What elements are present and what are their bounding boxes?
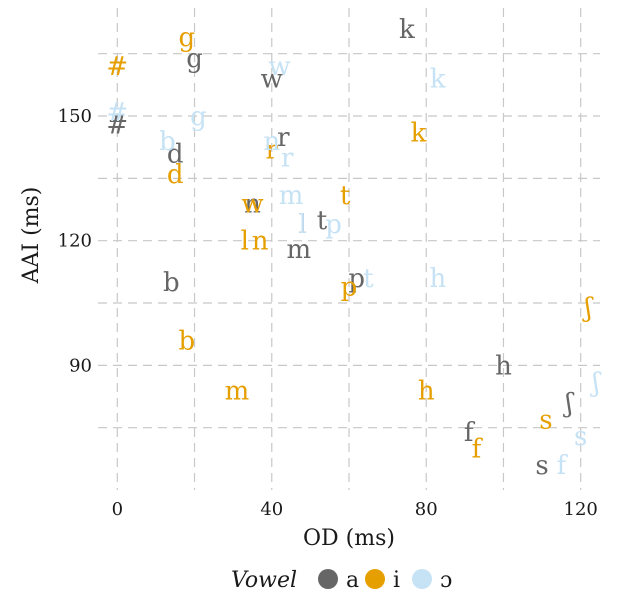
grid [98,8,600,490]
data-point: f [472,434,484,464]
legend-label: ɔ [440,568,452,593]
data-point: n [252,227,269,257]
data-point: l [298,210,306,240]
data-point: m [225,376,250,406]
data-point: g [178,23,195,53]
data-point: t [317,206,328,236]
data-point: p [325,210,342,240]
tick-labels: 0 40 80 120 90 120 150 [58,106,598,520]
legend-title: Vowel [231,568,297,593]
legend-swatch [318,569,338,589]
data-point: # [106,110,128,140]
data-point: h [429,264,446,294]
data-point: r [281,144,294,174]
y-tick-label: 90 [69,355,92,376]
data-point: # [106,98,128,128]
data-point: w [268,52,290,82]
data-point: d [167,139,184,169]
data-point: l [241,227,249,257]
data-point: f [557,451,569,481]
legend-swatch [365,569,385,589]
data-point: g [190,102,207,132]
data-point: f [464,418,476,448]
data-point: n [263,127,280,157]
legend-swatch [412,569,432,589]
data-point: s [574,422,587,452]
data-point: b [163,268,180,298]
y-axis-title: AAI (ms) [19,187,44,285]
data-point: w [261,65,283,95]
data-point: d [167,160,184,190]
data-point: # [106,52,128,82]
data-point: n [244,189,261,219]
legend-label: a [346,568,359,593]
data-point: k [399,15,415,45]
data-point: r [266,135,279,165]
data-point: s [535,451,548,481]
data-point: ʃ [563,389,575,419]
data-point: ʃ [582,293,594,323]
x-tick-label: 80 [415,499,438,520]
data-point: b [178,326,195,356]
data-point: b [159,127,176,157]
data-point: h [418,376,435,406]
x-tick-label: 0 [112,499,123,520]
legend: Vowel a i ɔ [231,568,452,593]
data-point: r [277,123,290,153]
data-point: t [363,264,374,294]
x-tick-label: 40 [260,499,283,520]
x-tick-label: 120 [564,499,598,520]
data-point: ʃ [590,368,602,398]
y-tick-label: 150 [58,106,92,127]
data-point: t [340,181,351,211]
data-point: m [279,181,304,211]
data-point: p [341,272,358,302]
data-point: l [298,210,306,240]
data-point: p [348,264,365,294]
data-point: s [539,405,552,435]
data-point: k [430,65,446,95]
data-point: w [241,189,263,219]
legend-label: i [393,568,400,593]
data-point: m [286,235,311,265]
x-axis-title: OD (ms) [303,526,395,551]
data-point: k [411,119,427,149]
data-point: g [186,44,203,74]
data-point: h [495,351,512,381]
y-tick-label: 120 [58,231,92,252]
